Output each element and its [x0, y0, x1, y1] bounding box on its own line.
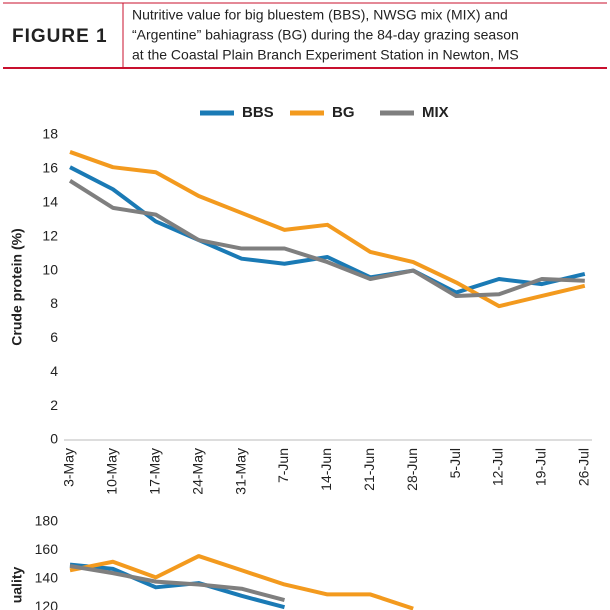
x-tick-label: 14-Jun: [318, 448, 334, 491]
y-tick-label: 0: [50, 431, 58, 447]
y-tick-label: 12: [42, 227, 58, 243]
y-tick-label: 10: [42, 261, 58, 277]
x-tick-label: 21-Jun: [361, 448, 377, 491]
x-tick-label: 31-May: [232, 448, 248, 495]
x-tick-label: 3-May: [61, 448, 77, 487]
x-tick-label: 7-Jun: [275, 448, 291, 483]
series-line: [69, 165, 586, 295]
series-line: [68, 179, 585, 298]
series-line: [69, 564, 286, 603]
legend-label: BG: [332, 104, 355, 121]
caption-line: Nutritive value for big bluestem (BBS), …: [132, 7, 508, 23]
caption-line: at the Coastal Plain Branch Experiment S…: [132, 47, 519, 63]
y-tick-label: 2: [50, 397, 58, 413]
y-tick-label: 6: [50, 329, 58, 345]
x-tick-label: 17-May: [147, 448, 163, 495]
x-tick-label: 28-Jun: [404, 448, 420, 491]
x-tick-label: 10-May: [104, 448, 120, 495]
y-tick-label: 180: [35, 513, 59, 529]
x-tick-label: 19-Jul: [533, 448, 549, 486]
legend-label: BBS: [242, 104, 274, 121]
x-tick-label: 24-May: [189, 448, 205, 495]
y-axis-label: Crude protein (%): [9, 228, 25, 345]
caption-line: “Argentine” bahiagrass (BG) during the 8…: [132, 27, 519, 43]
y-tick-label: 8: [50, 295, 58, 311]
y-tick-label: 140: [35, 570, 59, 586]
x-tick-label: 12-Jul: [490, 448, 506, 486]
y-tick-label: 4: [50, 363, 58, 379]
series-line: [69, 554, 414, 610]
y-tick-label: 160: [35, 541, 59, 557]
legend-label: MIX: [422, 104, 449, 121]
y-axis-label: uality: [9, 567, 25, 604]
x-tick-label: 5-Jul: [447, 448, 463, 478]
series-line: [69, 150, 586, 309]
x-tick-label: 26-Jul: [576, 448, 592, 486]
series-line: [69, 562, 286, 610]
y-tick-label: 16: [42, 160, 58, 176]
figure-label: FIGURE 1: [12, 26, 108, 47]
y-tick-label: 120: [35, 598, 59, 610]
y-tick-label: 18: [42, 126, 58, 142]
y-tick-label: 14: [42, 193, 58, 209]
